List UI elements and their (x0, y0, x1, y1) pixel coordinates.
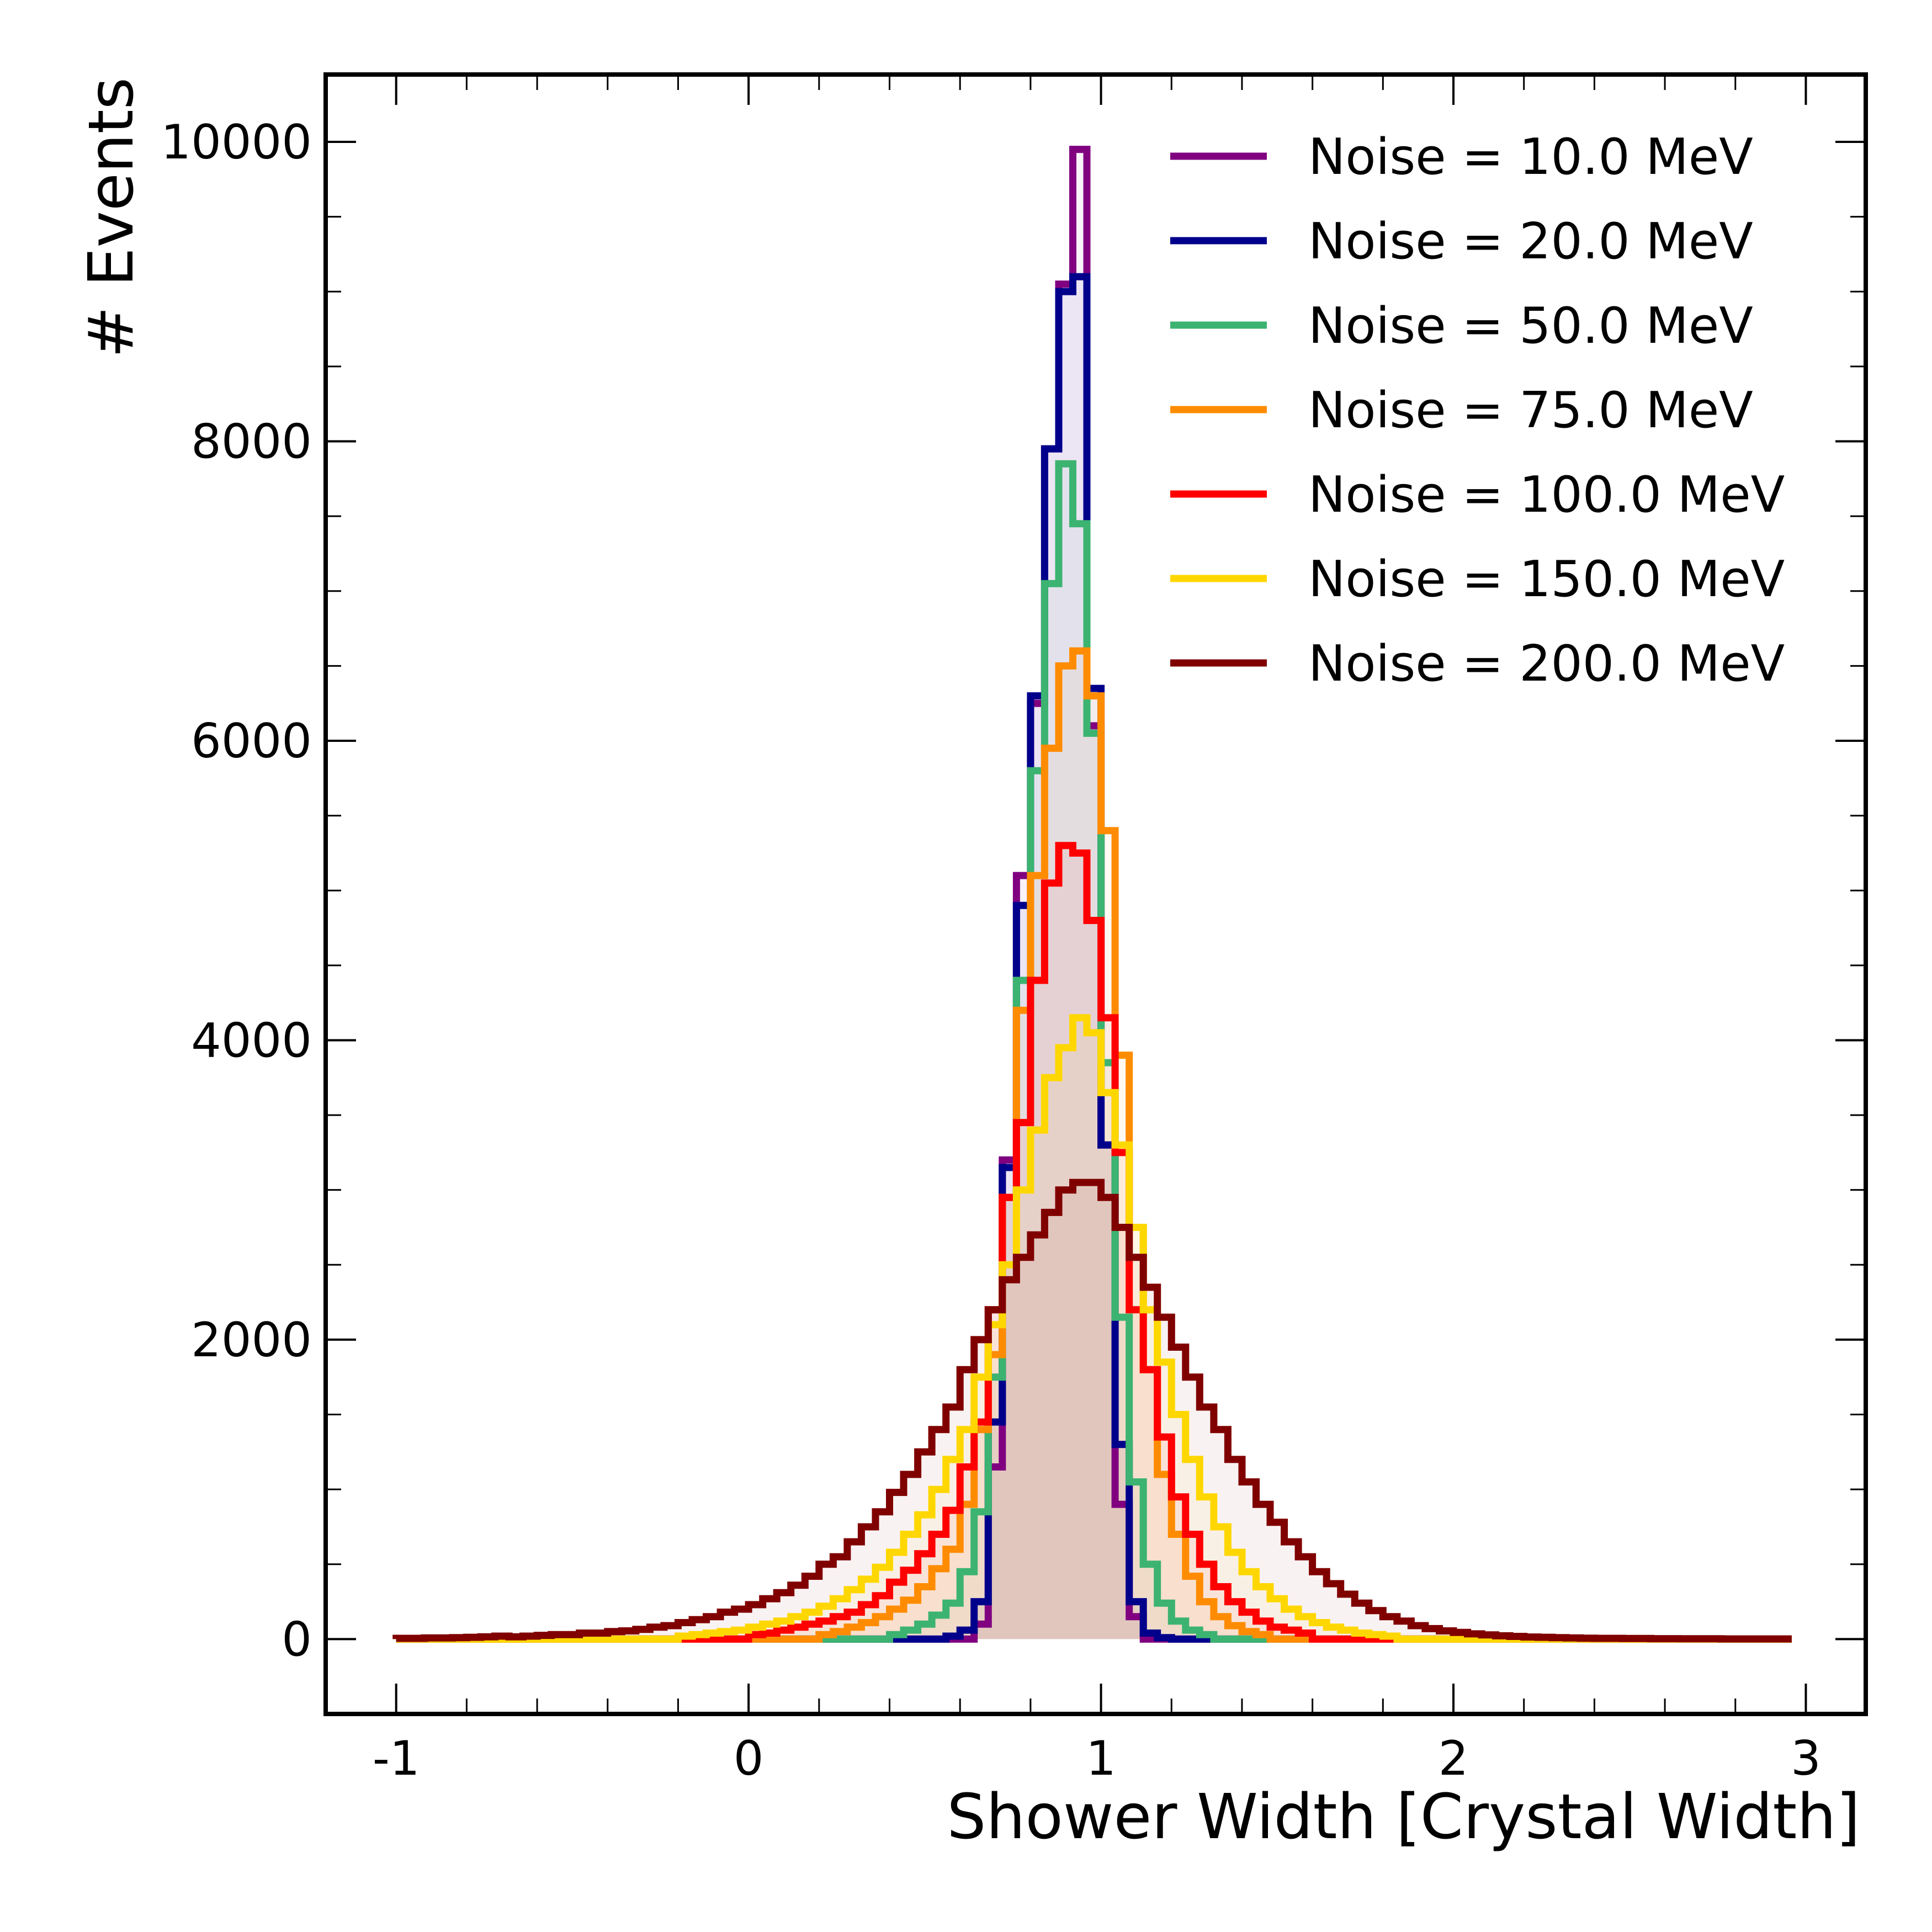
series-fill-3 (396, 651, 1792, 1639)
histogram-lines (392, 146, 1792, 1643)
plot-frame (323, 72, 1868, 1716)
legend-label-3: Noise = 75.0 MeV (1308, 381, 1753, 439)
histogram-fills (396, 149, 1792, 1639)
x-tick-label: 1 (1086, 1731, 1116, 1786)
y-tick-label: 2000 (191, 1313, 312, 1368)
legend-label-2: Noise = 50.0 MeV (1308, 297, 1753, 355)
y-tick-label: 4000 (191, 1013, 312, 1068)
axis-ticks (326, 75, 1866, 1715)
x-tick-label: -1 (373, 1731, 420, 1786)
legend-label-5: Noise = 150.0 MeV (1308, 550, 1785, 608)
legend-label-6: Noise = 200.0 MeV (1308, 635, 1785, 693)
axis-tick-labels: -1 0 1 2 3 0 2000 4000 6000 8000 10000 (161, 115, 1820, 1786)
y-axis-label: # Events (76, 77, 147, 358)
series-fill-4 (396, 845, 1792, 1639)
x-tick-label: 2 (1439, 1731, 1469, 1786)
legend-label-0: Noise = 10.0 MeV (1308, 128, 1753, 186)
legend-label-4: Noise = 100.0 MeV (1308, 466, 1785, 524)
series-fill-2 (396, 464, 1792, 1639)
y-tick-label: 0 (282, 1612, 312, 1667)
series-fill-6 (396, 1182, 1792, 1639)
x-tick-label: 3 (1791, 1731, 1821, 1786)
series-line-5 (396, 1014, 1792, 1643)
series-line-6 (392, 1179, 1792, 1643)
legend: Noise = 10.0 MeV Noise = 20.0 MeV Noise = … (1170, 128, 1785, 693)
series-fill-0 (396, 149, 1792, 1639)
series-fill-1 (396, 277, 1792, 1639)
legend-label-1: Noise = 20.0 MeV (1308, 213, 1753, 270)
x-tick-label: 0 (734, 1731, 764, 1786)
x-axis-label: Shower Width [Crystal Width] (947, 1781, 1860, 1853)
y-tick-label: 10000 (161, 115, 312, 170)
y-tick-label: 6000 (191, 714, 312, 769)
series-fill-5 (396, 1017, 1792, 1639)
y-tick-label: 8000 (191, 415, 312, 470)
